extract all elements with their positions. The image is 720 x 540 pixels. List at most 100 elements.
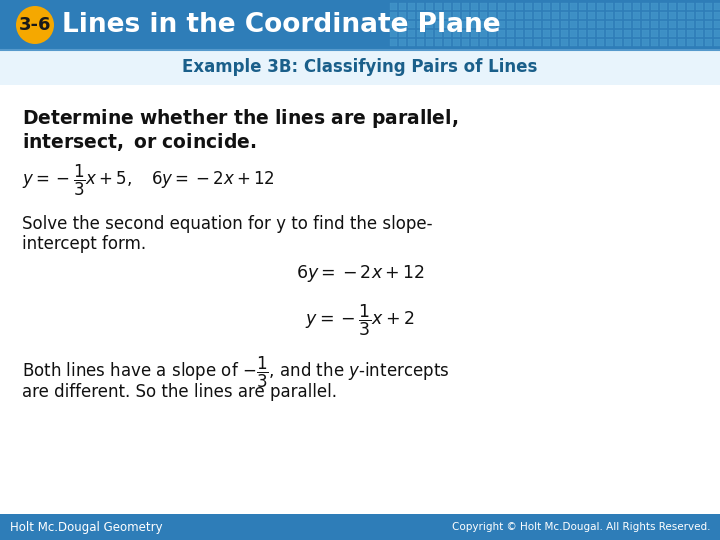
Bar	[642, 30, 649, 37]
Bar	[498, 3, 505, 10]
Bar	[660, 21, 667, 28]
Bar	[453, 21, 460, 28]
Bar	[669, 3, 676, 10]
Text: $y = -\dfrac{1}{3}x+2$: $y = -\dfrac{1}{3}x+2$	[305, 303, 415, 339]
Bar	[516, 3, 523, 10]
Bar	[525, 30, 532, 37]
Bar	[426, 3, 433, 10]
Bar	[408, 3, 415, 10]
Bar	[498, 12, 505, 19]
Bar	[399, 12, 406, 19]
Bar	[588, 30, 595, 37]
Bar	[552, 21, 559, 28]
Bar	[390, 3, 397, 10]
Bar	[507, 39, 514, 46]
Bar	[705, 3, 712, 10]
Text: Example 3B: Classifying Pairs of Lines: Example 3B: Classifying Pairs of Lines	[182, 58, 538, 77]
Bar	[615, 39, 622, 46]
Bar	[516, 30, 523, 37]
Bar	[696, 12, 703, 19]
Bar	[570, 3, 577, 10]
Bar	[462, 21, 469, 28]
Bar	[453, 30, 460, 37]
Bar	[633, 3, 640, 10]
Bar	[525, 39, 532, 46]
Bar	[471, 12, 478, 19]
Bar	[633, 39, 640, 46]
Bar	[579, 12, 586, 19]
Bar	[597, 39, 604, 46]
Bar	[543, 39, 550, 46]
Text: $y = -\dfrac{1}{3}x+5, \quad 6y = -2x+12$: $y = -\dfrac{1}{3}x+5, \quad 6y = -2x+12…	[22, 163, 275, 198]
Bar	[597, 3, 604, 10]
Bar	[444, 12, 451, 19]
Bar	[0, 514, 720, 540]
Bar	[570, 39, 577, 46]
Bar	[399, 3, 406, 10]
Bar	[624, 12, 631, 19]
Bar	[633, 21, 640, 28]
Bar	[480, 3, 487, 10]
Bar	[696, 3, 703, 10]
Bar	[552, 12, 559, 19]
Bar	[399, 30, 406, 37]
Bar	[507, 30, 514, 37]
Bar	[705, 12, 712, 19]
Bar	[615, 3, 622, 10]
Text: $6y = -2x + 12$: $6y = -2x + 12$	[295, 263, 425, 284]
Bar	[390, 12, 397, 19]
Bar	[507, 21, 514, 28]
Bar	[561, 12, 568, 19]
Bar	[426, 12, 433, 19]
Text: Lines in the Coordinate Plane: Lines in the Coordinate Plane	[62, 12, 500, 38]
Bar	[579, 39, 586, 46]
Bar	[588, 12, 595, 19]
Bar	[462, 3, 469, 10]
Bar	[588, 21, 595, 28]
Bar	[660, 3, 667, 10]
Bar	[435, 39, 442, 46]
Bar	[651, 12, 658, 19]
Bar	[588, 3, 595, 10]
Bar	[417, 12, 424, 19]
Text: are different. So the lines are parallel.: are different. So the lines are parallel…	[22, 383, 337, 401]
Bar	[408, 21, 415, 28]
Bar	[678, 3, 685, 10]
Bar	[561, 21, 568, 28]
Bar	[597, 30, 604, 37]
Bar	[714, 12, 720, 19]
Text: Copyright © Holt Mc.Dougal. All Rights Reserved.: Copyright © Holt Mc.Dougal. All Rights R…	[451, 522, 710, 532]
Bar	[687, 21, 694, 28]
Bar	[417, 30, 424, 37]
Bar	[696, 21, 703, 28]
Bar	[525, 12, 532, 19]
Bar	[570, 30, 577, 37]
Text: 3-6: 3-6	[19, 16, 51, 34]
Bar	[624, 39, 631, 46]
Bar	[516, 21, 523, 28]
Bar	[507, 3, 514, 10]
Bar	[651, 21, 658, 28]
Text: $\mathbf{Determine\ whether\ the\ lines\ are\ parallel,}$: $\mathbf{Determine\ whether\ the\ lines\…	[22, 107, 458, 130]
Bar	[444, 30, 451, 37]
Bar	[417, 39, 424, 46]
Bar	[426, 21, 433, 28]
Bar	[543, 21, 550, 28]
Bar	[552, 39, 559, 46]
Bar	[678, 30, 685, 37]
Bar	[390, 21, 397, 28]
Bar	[417, 21, 424, 28]
Bar	[624, 30, 631, 37]
Bar	[669, 39, 676, 46]
Bar	[543, 12, 550, 19]
Bar	[444, 21, 451, 28]
Bar	[606, 12, 613, 19]
Bar	[516, 39, 523, 46]
Bar	[561, 30, 568, 37]
Bar	[525, 21, 532, 28]
Bar	[597, 12, 604, 19]
Bar	[642, 39, 649, 46]
Bar	[390, 39, 397, 46]
Bar	[480, 12, 487, 19]
Bar	[435, 12, 442, 19]
